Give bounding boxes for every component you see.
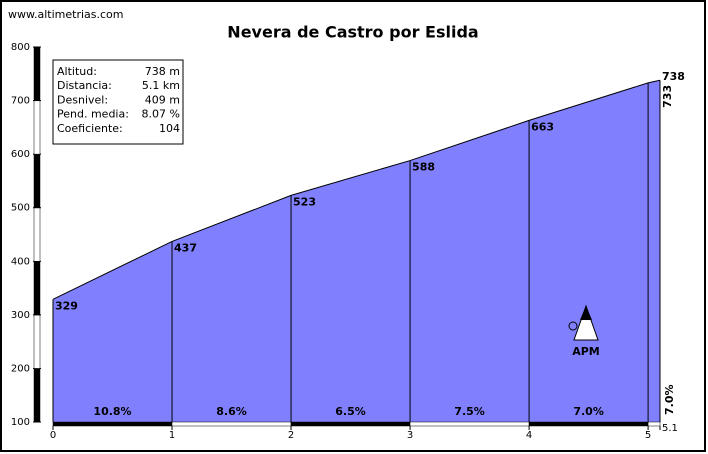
y-axis-segment — [33, 207, 41, 262]
point-label: 663 — [531, 120, 554, 133]
logo-text: APM — [572, 345, 600, 358]
segment-bar — [52, 421, 173, 427]
segment-bar — [290, 421, 411, 427]
gradient-label: 7.5% — [454, 405, 485, 418]
y-axis-segment — [33, 153, 41, 208]
point-label: 733 — [661, 85, 674, 108]
info-value: 8.07 % — [142, 108, 180, 121]
info-label: Distancia: — [57, 79, 112, 92]
logo: APM — [568, 304, 600, 358]
y-tick-label: 200 — [11, 363, 30, 374]
gradient-label: 7.0% — [573, 405, 604, 418]
info-value: 409 m — [145, 93, 180, 106]
x-tick-label: 2 — [288, 430, 294, 441]
gradient-label: 8.6% — [216, 405, 247, 418]
gradient-label: 7.0% — [663, 384, 676, 415]
y-tick-label: 800 — [11, 42, 30, 53]
point-label: 523 — [293, 195, 316, 208]
source: www.altimetrias.com — [8, 8, 123, 21]
y-tick-label: 700 — [11, 96, 30, 107]
x-tick-label: 3 — [407, 430, 413, 441]
area — [53, 80, 660, 422]
gradient-label: 10.8% — [93, 405, 131, 418]
x-tick-label: 0 — [50, 430, 56, 441]
x-tick-label: 4 — [526, 430, 532, 441]
x-tick-label: 1 — [169, 430, 175, 441]
segment-bar — [171, 421, 292, 427]
y-axis-segment — [33, 46, 41, 101]
info-label: Altitud: — [57, 65, 97, 78]
x-tick-label: 5.1 — [662, 423, 678, 434]
y-axis-segment — [33, 368, 41, 423]
info-label: Desnivel: — [57, 93, 108, 106]
x-tick-label: 5 — [645, 430, 651, 441]
plot: 1002003004005006007008003294375235886637… — [11, 42, 685, 441]
y-tick-label: 100 — [11, 417, 30, 428]
y-tick-label: 300 — [11, 310, 30, 321]
y-axis-segment — [33, 314, 41, 369]
y-tick-label: 500 — [11, 203, 30, 214]
info-label: Pend. media: — [57, 108, 129, 121]
info-box — [52, 59, 184, 145]
info-value: 738 m — [145, 65, 180, 78]
y-axis-segment — [33, 100, 41, 155]
segment-bar — [409, 421, 530, 427]
info-value: 104 — [159, 122, 180, 135]
point-label: 588 — [412, 161, 435, 174]
gradient-label: 6.5% — [335, 405, 366, 418]
chart-title: Nevera de Castro por Eslida — [227, 23, 478, 42]
point-label: 738 — [662, 70, 685, 83]
y-axis-segment — [33, 261, 41, 316]
y-tick-label: 600 — [11, 149, 30, 160]
info-value: 5.1 km — [142, 79, 180, 92]
point-label: 437 — [174, 241, 197, 254]
point-label: 329 — [55, 299, 78, 312]
segment-bar — [528, 421, 649, 427]
info-label: Coeficiente: — [57, 122, 123, 135]
segment-bar — [647, 421, 661, 427]
y-tick-label: 400 — [11, 256, 30, 267]
